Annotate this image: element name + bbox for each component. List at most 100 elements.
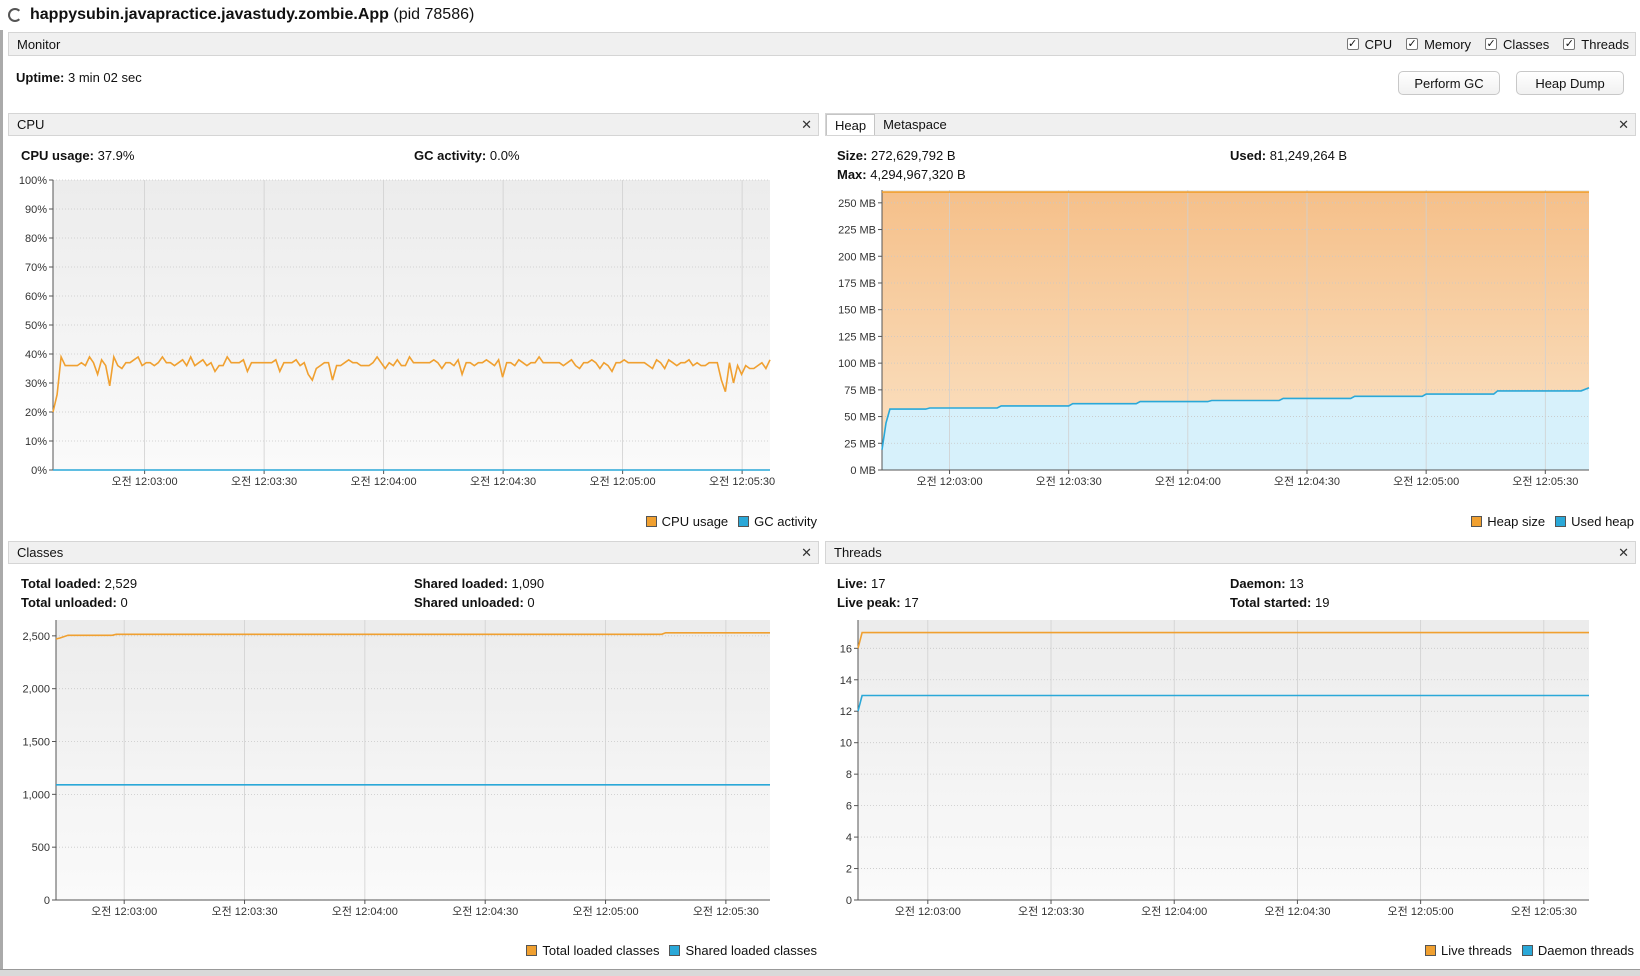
shared-unloaded-label: Shared unloaded: xyxy=(414,595,524,610)
shared-loaded-label: Shared loaded: xyxy=(414,576,508,591)
heap-max-stat: Max: 4,294,967,320 B xyxy=(837,165,966,184)
plot-area xyxy=(56,620,770,900)
y-tick-label: 2 xyxy=(846,864,852,876)
close-icon[interactable]: ✕ xyxy=(801,117,812,132)
memory-checkbox[interactable]: ✓ Memory xyxy=(1406,37,1471,52)
heap-size-stats: Size: 272,629,792 B Max: 4,294,967,320 B xyxy=(837,146,966,184)
checkmark-icon[interactable]: ✓ xyxy=(1406,38,1419,50)
tab-metaspace[interactable]: Metaspace xyxy=(883,117,947,132)
legend-heap-size: Heap size xyxy=(1471,514,1545,529)
x-tick-label: 오전 12:04:00 xyxy=(351,475,417,488)
series-line-cpu-usage xyxy=(52,353,771,413)
classes-total-stats: Total loaded: 2,529 Total unloaded: 0 xyxy=(21,574,137,612)
y-tick-label: 25 MB xyxy=(844,438,876,450)
series-line-daemon-threads xyxy=(857,694,1589,712)
y-tick-label: 2,000 xyxy=(22,684,50,696)
heap-dump-button[interactable]: Heap Dump xyxy=(1516,71,1624,95)
total-unloaded-stat: Total unloaded: 0 xyxy=(21,593,137,612)
legend-shared-loaded: Shared loaded classes xyxy=(669,943,817,958)
x-tick-label: 오전 12:03:00 xyxy=(916,475,982,488)
shared-loaded-value: 1,090 xyxy=(511,576,545,591)
classes-panel-header: Classes ✕ xyxy=(8,541,819,564)
x-tick-label: 오전 12:03:00 xyxy=(91,905,157,918)
cpu-panel: CPU ✕ CPU usage: 37.9% GC activity: 0.0%… xyxy=(8,113,819,537)
legend-daemon-threads: Daemon threads xyxy=(1521,943,1634,958)
live-peak-stat: Live peak: 17 xyxy=(837,593,919,612)
cpu-chart: 0% 10% 20% 30% 40% 50% 60% 70% 80% 90% 100% 오전 12:0… xyxy=(19,175,775,488)
total-loaded-value: 2,529 xyxy=(104,576,138,591)
y-tick-label: 0 xyxy=(44,895,50,907)
legend-label: Total loaded classes xyxy=(542,943,660,958)
checkmark-icon[interactable]: ✓ xyxy=(1485,38,1498,50)
memory-checkbox-label: Memory xyxy=(1424,36,1472,52)
threads-checkbox[interactable]: ✓ Threads xyxy=(1563,37,1629,52)
daemon-stat: Daemon: 13 xyxy=(1230,574,1329,593)
total-started-label: Total started: xyxy=(1230,595,1312,610)
x-tick-label: 오전 12:03:30 xyxy=(1036,475,1102,488)
y-tick-label: 4 xyxy=(846,832,852,844)
uptime: Uptime: 3 min 02 sec xyxy=(16,70,142,85)
live-stat: Live: 17 xyxy=(837,574,919,593)
x-tick-label: 오전 12:05:30 xyxy=(1512,475,1578,488)
cpu-checkbox[interactable]: ✓ CPU xyxy=(1346,36,1393,52)
cpu-checkbox-label: CPU xyxy=(1364,36,1393,52)
total-started-stat: Total started: 19 xyxy=(1230,593,1329,612)
y-tick-label: 40% xyxy=(25,349,47,361)
perform-gc-button[interactable]: Perform GC xyxy=(1398,71,1500,95)
checkmark-icon[interactable]: ✓ xyxy=(1563,38,1576,50)
total-unloaded-label: Total unloaded: xyxy=(21,595,117,610)
x-tick-label: 오전 12:05:30 xyxy=(709,475,775,488)
legend-used-heap: Used heap xyxy=(1555,514,1634,529)
close-icon[interactable]: ✕ xyxy=(1618,545,1629,560)
window-title-bar: happysubin.javapractice.javastudy.zombie… xyxy=(0,0,1640,30)
heap-legend: Heap size Used heap xyxy=(1471,514,1634,529)
close-icon[interactable]: ✕ xyxy=(1618,117,1629,132)
close-icon[interactable]: ✕ xyxy=(801,545,812,560)
tab-heap[interactable]: Heap xyxy=(826,114,876,135)
y-tick-label: 6 xyxy=(846,801,852,813)
pid-text: (pid 78586) xyxy=(393,6,475,23)
x-tick-label: 오전 12:03:00 xyxy=(895,905,961,918)
classes-checkbox[interactable]: ✓ Classes xyxy=(1485,37,1549,52)
y-tick-label: 14 xyxy=(840,675,852,687)
x-tick-label: 오전 12:03:00 xyxy=(112,475,178,488)
cpu-panel-title: CPU xyxy=(17,117,45,132)
y-tick-label: 60% xyxy=(25,291,47,303)
threads-checkbox-label: Threads xyxy=(1581,36,1629,52)
x-tick-label: 오전 12:05:00 xyxy=(1393,475,1459,488)
y-tick-label: 30% xyxy=(25,378,47,390)
app-name: happysubin.javapractice.javastudy.zombie… xyxy=(30,6,389,23)
y-tick-label: 8 xyxy=(846,769,852,781)
x-tick-label: 오전 12:04:30 xyxy=(1274,475,1340,488)
heap-chart: 0 MB 25 MB 50 MB 75 MB 100 MB 125 MB 150 MB 175… xyxy=(838,190,1590,488)
y-tick-label: 2,500 xyxy=(22,631,50,643)
y-tick-label: 10 xyxy=(840,738,852,750)
gc-activity-value: 0.0% xyxy=(489,148,520,163)
x-tick-label: 오전 12:04:00 xyxy=(332,905,398,918)
heap-used-label: Used: xyxy=(1230,148,1267,163)
legend-live-threads: Live threads xyxy=(1425,943,1512,958)
area-used-heap xyxy=(882,387,1589,470)
legend-label: CPU usage xyxy=(661,514,729,529)
series-line-total-loaded-classes xyxy=(55,631,770,640)
view-checkboxes: ✓ CPU ✓ Memory ✓ Classes ✓ Threads xyxy=(1346,36,1635,52)
y-tick-label: 20% xyxy=(25,407,47,419)
heap-used-value: 81,249,264 B xyxy=(1269,148,1348,163)
checkmark-icon[interactable]: ✓ xyxy=(1346,38,1359,50)
y-tick-label: 225 MB xyxy=(838,225,876,237)
heap-size-label: Size: xyxy=(837,148,868,163)
y-tick-label: 70% xyxy=(25,262,47,274)
live-peak-label: Live peak: xyxy=(837,595,901,610)
classes-legend: Total loaded classes Shared loaded class… xyxy=(526,943,817,958)
classes-shared-stats: Shared loaded: 1,090 Shared unloaded: 0 xyxy=(414,574,544,612)
y-tick-label: 0 MB xyxy=(850,465,876,477)
loading-spinner-icon xyxy=(8,8,22,22)
y-tick-label: 16 xyxy=(840,643,852,655)
y-tick-label: 100 MB xyxy=(838,358,876,370)
y-tick-label: 90% xyxy=(25,204,47,216)
legend-gc-activity: GC activity xyxy=(738,514,817,529)
x-tick-label: 오전 12:03:30 xyxy=(211,905,277,918)
total-started-value: 19 xyxy=(1315,595,1330,610)
y-tick-label: 150 MB xyxy=(838,305,876,317)
window-bottom-edge xyxy=(0,969,1640,976)
